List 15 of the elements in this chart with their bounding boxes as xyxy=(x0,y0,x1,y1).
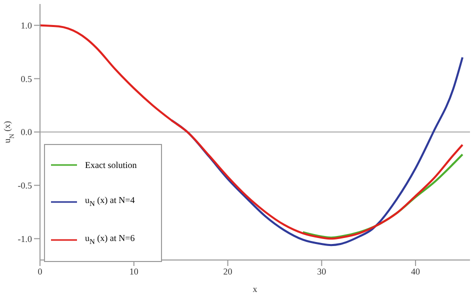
x-tick-label: 40 xyxy=(411,266,421,276)
legend-label: u$_{N}$ (x) at N=6 xyxy=(85,233,135,246)
x-axis-title: x xyxy=(252,284,258,294)
legend-label: Exact solution xyxy=(85,160,137,170)
x-tick-label: 0 xyxy=(38,266,43,276)
x-tick-label: 20 xyxy=(223,266,233,276)
y-tick-label: 0.0 xyxy=(20,127,32,138)
x-tick-label: 30 xyxy=(317,266,327,276)
line-series xyxy=(302,153,464,239)
y-tick-label: 0.5 xyxy=(20,74,32,84)
legend-label: u$_{N}$ (x) at N=4 xyxy=(85,195,135,208)
y-tick-label: -0.5 xyxy=(18,180,32,191)
y-tick-label: -1.0 xyxy=(18,234,32,244)
y-tick-label: 1.0 xyxy=(20,20,32,31)
x-tick-label: 10 xyxy=(129,266,139,276)
